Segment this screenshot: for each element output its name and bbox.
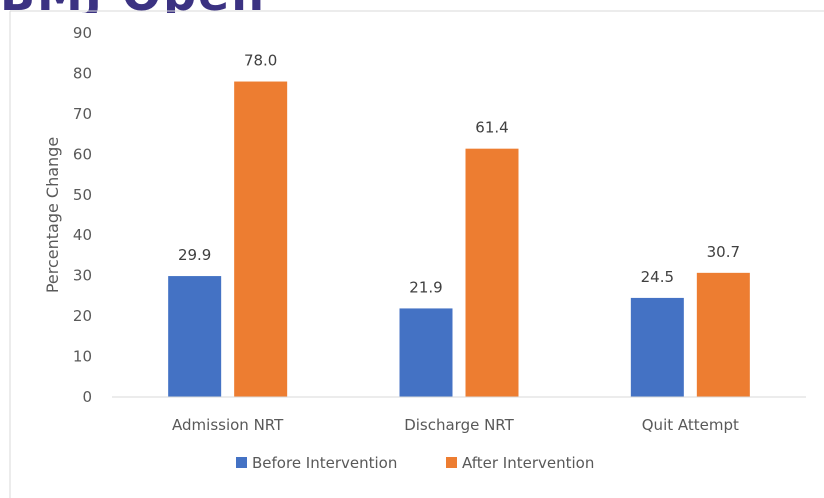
legend-label: Before Intervention bbox=[252, 454, 397, 472]
y-tick-label: 30 bbox=[73, 267, 92, 285]
legend: Before Intervention After Intervention bbox=[236, 454, 594, 472]
data-label: 21.9 bbox=[409, 278, 442, 296]
data-label: 29.9 bbox=[178, 246, 211, 264]
journal-logo-banner: BMJ Open bbox=[0, 0, 492, 13]
data-label: 78.0 bbox=[244, 52, 277, 70]
data-label: 61.4 bbox=[475, 119, 508, 137]
x-category-label: Admission NRT bbox=[172, 416, 284, 434]
x-category-label: Quit Attempt bbox=[642, 416, 739, 434]
data-labels: 29.9 78.0 21.9 61.4 24.5 30.7 bbox=[178, 52, 740, 297]
y-tick-label: 60 bbox=[73, 145, 92, 163]
y-tick-label: 20 bbox=[73, 307, 92, 325]
y-axis-title: Percentage Change bbox=[43, 137, 62, 293]
data-label: 24.5 bbox=[641, 268, 674, 286]
bar-before-intervention bbox=[399, 308, 453, 397]
y-tick-label: 40 bbox=[73, 226, 92, 244]
bar-before-intervention bbox=[168, 276, 222, 397]
y-axis-ticks: 0 10 20 30 40 50 60 70 80 90 bbox=[73, 24, 92, 406]
journal-logo-text: BMJ Open bbox=[0, 0, 266, 13]
legend-swatch bbox=[446, 457, 457, 468]
legend-swatch bbox=[236, 457, 247, 468]
y-tick-label: 80 bbox=[73, 64, 92, 82]
legend-label: After Intervention bbox=[462, 454, 594, 472]
x-axis-categories: Admission NRT Discharge NRT Quit Attempt bbox=[172, 416, 739, 434]
y-tick-label: 90 bbox=[73, 24, 92, 42]
bar-series bbox=[168, 81, 750, 398]
x-category-label: Discharge NRT bbox=[404, 416, 514, 434]
bar-after-intervention bbox=[234, 81, 288, 398]
bar-after-intervention bbox=[696, 272, 750, 397]
data-label: 30.7 bbox=[707, 243, 740, 261]
y-tick-label: 0 bbox=[82, 388, 92, 406]
y-tick-label: 10 bbox=[73, 348, 92, 366]
y-tick-label: 70 bbox=[73, 105, 92, 123]
bar-before-intervention bbox=[630, 297, 684, 397]
y-tick-label: 50 bbox=[73, 186, 92, 204]
bar-after-intervention bbox=[465, 148, 519, 397]
